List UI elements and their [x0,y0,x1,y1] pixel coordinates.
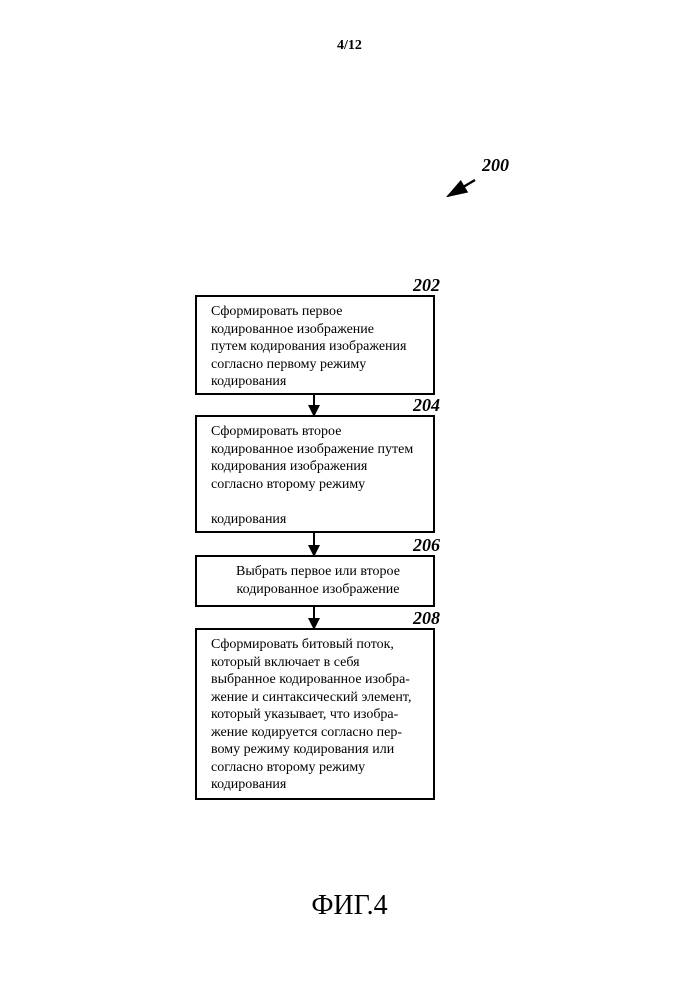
page-number: 4/12 [0,38,699,54]
step-box-208: Сформировать битовый поток, который вклю… [195,628,435,800]
connector-arrowhead-icon [308,618,320,630]
page: 4/12 200 Сформировать первое кодированно… [0,0,699,999]
step-text: Сформировать второе кодированное изображ… [211,423,425,528]
step-text: Сформировать битовый поток, который вклю… [211,636,425,794]
step-label-underline [404,295,435,297]
step-label-202: 202 [413,275,440,296]
connector-line [313,533,315,545]
step-label-204: 204 [413,395,440,416]
figure-ref-label: 200 [482,155,509,176]
step-label-208: 208 [413,608,440,629]
step-box-204: Сформировать второе кодированное изображ… [195,415,435,533]
connector-arrowhead-icon [308,545,320,557]
step-box-202: Сформировать первое кодированное изображ… [195,295,435,395]
connector-arrowhead-icon [308,405,320,417]
step-label-underline [404,555,435,557]
connector-line [313,395,315,405]
step-label-underline [404,415,435,417]
step-label-206: 206 [413,535,440,556]
figure-caption: ФИГ.4 [0,890,699,922]
step-text: Сформировать первое кодированное изображ… [211,303,425,391]
step-label-underline [404,628,435,630]
step-text: Выбрать первое или второе кодированное и… [211,563,425,598]
connector-line [313,607,315,618]
step-box-206: Выбрать первое или второе кодированное и… [195,555,435,607]
